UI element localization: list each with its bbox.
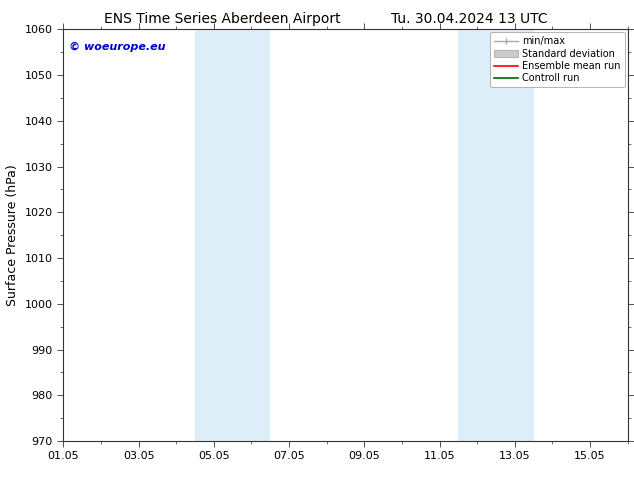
- Legend: min/max, Standard deviation, Ensemble mean run, Controll run: min/max, Standard deviation, Ensemble me…: [490, 32, 624, 87]
- Bar: [195, 29, 233, 441]
- Bar: [496, 29, 534, 441]
- Y-axis label: Surface Pressure (hPa): Surface Pressure (hPa): [6, 164, 19, 306]
- Text: Tu. 30.04.2024 13 UTC: Tu. 30.04.2024 13 UTC: [391, 12, 548, 26]
- Text: ENS Time Series Aberdeen Airport: ENS Time Series Aberdeen Airport: [103, 12, 340, 26]
- Bar: [458, 29, 496, 441]
- Bar: [233, 29, 270, 441]
- Text: © woeurope.eu: © woeurope.eu: [69, 42, 165, 52]
